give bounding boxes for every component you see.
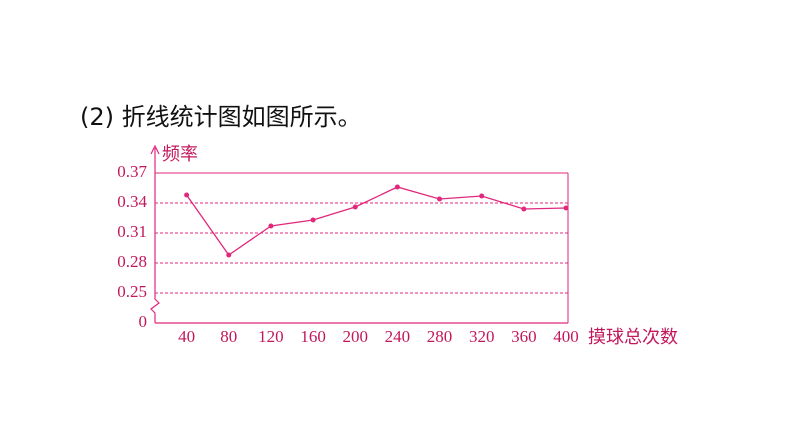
point <box>268 223 274 229</box>
y-axis-arrow <box>150 144 160 155</box>
x-axis-label: 摸球总次数 <box>588 327 678 348</box>
x-tick-label: 160 <box>300 327 326 346</box>
point <box>310 217 316 223</box>
point <box>226 252 232 258</box>
x-tick-label: 120 <box>258 327 284 346</box>
y-tick-label: 0.28 <box>117 252 147 271</box>
x-tick-label: 320 <box>469 327 495 346</box>
point <box>521 206 527 212</box>
heading: (2) 折线统计图如图所示。 <box>80 103 362 131</box>
x-tick-label: 400 <box>553 327 579 346</box>
y-axis <box>150 148 160 323</box>
y-tick-label: 0.34 <box>117 192 147 211</box>
point <box>184 192 190 198</box>
y-tick-label: 0.31 <box>117 222 147 241</box>
y-axis-label: 频率 <box>162 144 198 165</box>
origin-label: 0 <box>139 312 148 331</box>
x-tick-label: 240 <box>385 327 411 346</box>
x-tick-label: 80 <box>220 327 237 346</box>
x-tick-label: 280 <box>427 327 453 346</box>
x-tick-label: 40 <box>178 327 195 346</box>
y-tick-label: 0.37 <box>117 162 147 181</box>
x-tick-label: 200 <box>342 327 368 346</box>
point <box>394 184 400 190</box>
point <box>352 204 358 210</box>
point <box>563 205 569 211</box>
point <box>479 193 485 199</box>
y-tick-label: 0.25 <box>117 282 147 301</box>
x-tick-label: 360 <box>511 327 537 346</box>
line <box>186 186 567 256</box>
point <box>437 196 443 202</box>
